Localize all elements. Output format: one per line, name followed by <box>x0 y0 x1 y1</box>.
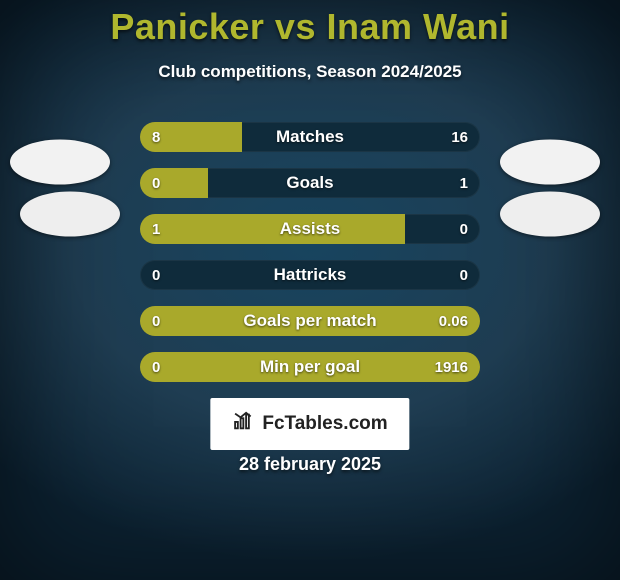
brand-badge: FcTables.com <box>210 398 409 450</box>
stat-value-right: 1916 <box>435 352 468 382</box>
stat-row-min-per-goal: 01916Min per goal <box>140 352 480 382</box>
date-text: 28 february 2025 <box>0 454 620 475</box>
stat-value-right: 0 <box>460 214 468 244</box>
stat-value-left: 0 <box>152 168 160 198</box>
bar-fill-left <box>140 306 480 336</box>
stat-value-right: 0.06 <box>439 306 468 336</box>
stat-bars: 816Matches01Goals10Assists00Hattricks00.… <box>140 122 480 398</box>
stat-value-left: 0 <box>152 352 160 382</box>
stat-row-assists: 10Assists <box>140 214 480 244</box>
stat-value-right: 16 <box>451 122 468 152</box>
stat-value-left: 0 <box>152 306 160 336</box>
player-right-photo-2 <box>500 192 600 237</box>
page-title: Panicker vs Inam Wani <box>0 6 620 48</box>
stat-value-right: 1 <box>460 168 468 198</box>
player-left-photo-2 <box>20 192 120 237</box>
stat-row-goals-per-match: 00.06Goals per match <box>140 306 480 336</box>
stat-row-goals: 01Goals <box>140 168 480 198</box>
stat-value-right: 0 <box>460 260 468 290</box>
stat-value-left: 1 <box>152 214 160 244</box>
player-right-photo <box>500 140 600 185</box>
stat-row-matches: 816Matches <box>140 122 480 152</box>
bar-fill-left <box>140 168 208 198</box>
bar-fill-left <box>140 352 480 382</box>
stat-value-left: 0 <box>152 260 160 290</box>
player-left-photo <box>10 140 110 185</box>
stage: Panicker vs Inam Wani Club competitions,… <box>0 0 620 580</box>
stat-label: Hattricks <box>140 260 480 290</box>
brand-text: FcTables.com <box>262 413 387 435</box>
stat-value-left: 8 <box>152 122 160 152</box>
chart-icon <box>232 410 254 438</box>
stat-row-hattricks: 0 0Hattricks <box>140 260 480 290</box>
bar-fill-left <box>140 214 405 244</box>
page-subtitle: Club competitions, Season 2024/2025 <box>0 62 620 82</box>
